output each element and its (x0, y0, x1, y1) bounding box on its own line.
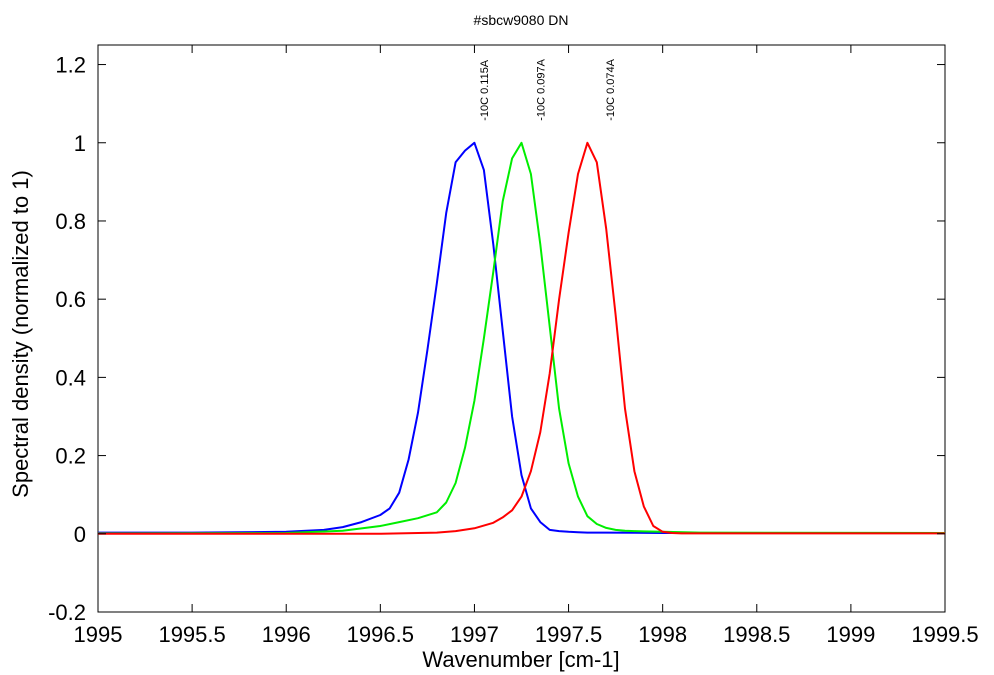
plot-frame (97, 44, 946, 613)
series-line-1 (98, 141, 945, 534)
peak-label-3: -10C 0.074A (605, 58, 617, 120)
chart-title: #sbcw9080 DN (474, 12, 569, 28)
x-tick-label: 1998 (638, 622, 687, 647)
x-tick-label: 1996 (262, 622, 311, 647)
y-tick-label: 1 (74, 131, 86, 156)
x-tick-label: 1997 (450, 622, 499, 647)
y-tick-label: 1.2 (55, 53, 86, 78)
y-axis: -0.2 0 0.2 0.4 0.6 0.8 1 1.2 (48, 53, 945, 625)
y-tick-label: 0.8 (55, 209, 86, 234)
peak-label-1: -10C 0.115A (479, 59, 491, 121)
y-tick-label: 0.6 (55, 287, 86, 312)
y-tick-label: 0 (74, 522, 86, 547)
series-line-3 (98, 141, 945, 535)
x-tick-label: 1998.5 (723, 622, 790, 647)
x-axis-label: Wavenumber [cm-1] (422, 647, 619, 672)
x-tick-label: 1995 (74, 622, 123, 647)
x-tick-label: 1996.5 (347, 622, 414, 647)
plot-area: -10C 0.115A -10C 0.097A -10C 0.074A (97, 44, 946, 613)
x-tick-label: 1995.5 (158, 622, 225, 647)
y-axis-label: Spectral density (normalized to 1) (8, 170, 33, 498)
x-tick-label: 1999 (826, 622, 875, 647)
x-axis: 1995 1995.5 1996 1996.5 1997 1997.5 1998 1998.5… (74, 45, 979, 647)
y-tick-label: -0.2 (48, 600, 86, 625)
y-tick-label: 0.2 (55, 444, 86, 469)
peak-label-2: -10C 0.097A (535, 58, 547, 120)
x-tick-label: 1997.5 (535, 622, 602, 647)
y-tick-label: 0.4 (55, 365, 86, 390)
x-tick-label: 1999.5 (911, 622, 978, 647)
series-line-2 (97, 141, 946, 535)
